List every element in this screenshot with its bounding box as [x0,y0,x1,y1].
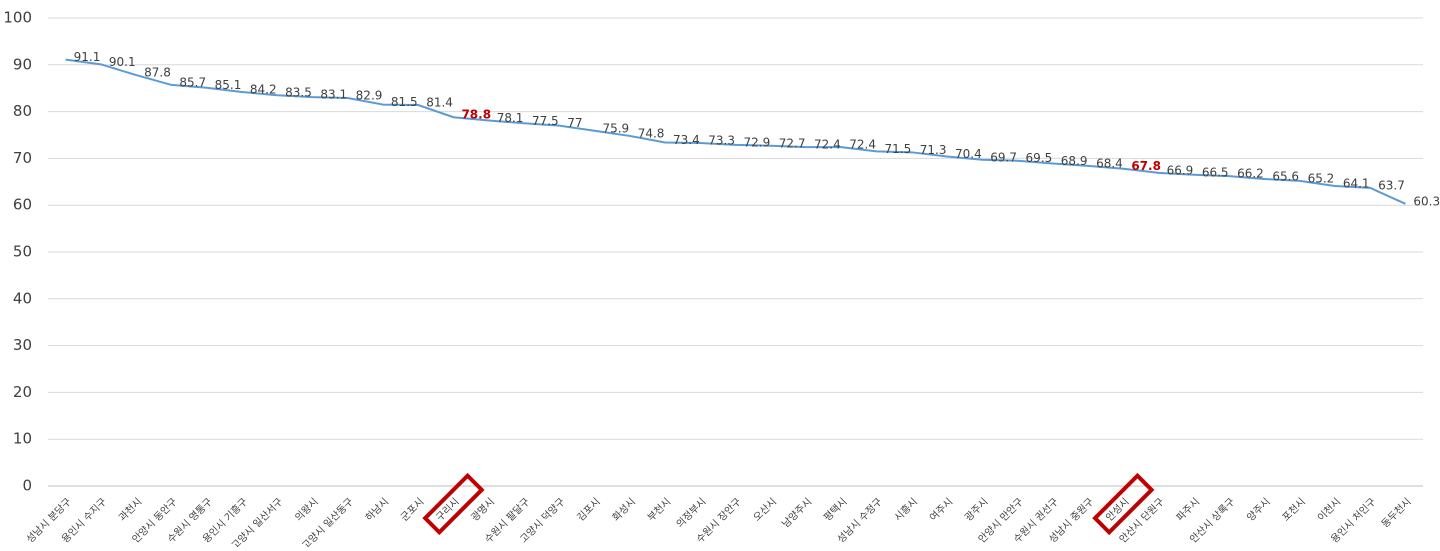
data-label: 82.9 [356,89,383,103]
x-tick-label: 양주시 [1245,496,1273,524]
y-tick-label: 50 [13,243,32,261]
data-label: 78.8 [461,108,491,122]
data-label: 72.4 [849,138,876,152]
y-tick-label: 0 [22,477,32,495]
x-tick-label: 이천시 [1315,496,1343,524]
data-label: 77.5 [532,114,559,128]
line [65,58,1406,205]
data-label: 73.3 [708,133,735,147]
y-tick-label: 90 [13,55,32,73]
x-tick-label: 의왕시 [293,496,321,524]
x-tick-label: 광주시 [963,496,991,524]
data-label: 70.4 [955,147,982,161]
data-label: 72.4 [814,138,841,152]
data-label: 81.4 [426,96,453,110]
data-label: 71.5 [885,142,912,156]
data-label: 64.1 [1343,177,1370,191]
data-label: 85.7 [179,75,206,89]
x-tick-label: 김포시 [575,496,603,524]
y-tick-label: 100 [3,9,32,27]
data-label: 73.4 [673,133,700,147]
y-tick-label: 30 [13,336,32,354]
x-tick-label: 동두천시 [1379,496,1414,531]
data-label: 72.9 [744,135,771,149]
x-tick-label: 화성시 [610,496,638,524]
y-tick-label: 80 [13,102,32,120]
x-tick-label: 의정부시 [674,496,709,531]
data-label: 63.7 [1378,178,1405,192]
x-tick-label: 안성시 [1104,496,1132,524]
data-label: 68.9 [1061,154,1088,168]
data-label: 87.8 [144,66,171,80]
x-tick-label: 시흥시 [891,495,920,524]
y-tick-label: 70 [13,149,32,167]
data-label: 85.1 [215,78,242,92]
x-tick-label: 과천시 [116,496,144,524]
data-label: 60.3 [1413,194,1440,208]
data-label: 69.7 [990,150,1017,164]
data-label: 78.1 [497,111,524,125]
x-tick-label: 오산시 [751,496,779,524]
data-label: 75.9 [602,121,629,135]
data-label: 66.2 [1237,167,1264,181]
data-label: 74.8 [638,126,665,140]
y-tick-label: 40 [13,289,32,307]
data-label: 68.4 [1096,156,1123,170]
x-tick-label: 포천시 [1280,496,1308,524]
x-tick-label: 파주시 [1174,496,1202,524]
data-label: 72.7 [779,136,806,150]
data-label: 69.5 [1026,151,1053,165]
data-label: 84.2 [250,82,277,96]
highlight-box [1092,472,1155,536]
data-label: 83.5 [285,86,312,100]
y-tick-label: 20 [13,383,32,401]
data-label: 65.2 [1308,171,1335,185]
data-label: 66.9 [1167,163,1194,177]
x-tick-label: 남양주시 [780,496,815,531]
data-label: 91.1 [74,50,101,64]
x-tick-label: 군포시 [398,496,426,524]
data-label: 81.5 [391,95,418,109]
data-label: 66.5 [1202,165,1229,179]
y-tick-label: 60 [13,196,32,214]
x-tick-label: 부천시 [645,496,673,524]
data-label: 65.6 [1272,169,1299,183]
x-tick-label: 하남시 [362,495,391,524]
x-tick-label: 여주시 [927,496,955,524]
data-label: 77 [567,116,582,130]
data-label: 83.1 [320,88,347,102]
data-label: 90.1 [109,55,136,69]
x-tick-label: 구리시 [434,496,462,524]
highlight-box [422,472,485,536]
data-label: 71.3 [920,143,947,157]
x-tick-label: 평택시 [822,496,850,524]
data-label: 67.8 [1131,159,1161,173]
y-tick-label: 10 [13,430,32,448]
